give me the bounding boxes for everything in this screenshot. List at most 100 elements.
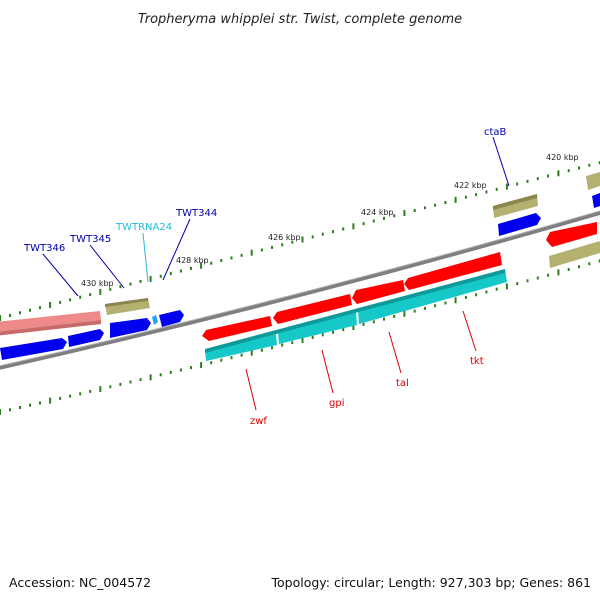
minor-tick — [69, 298, 72, 302]
major-tick — [301, 337, 304, 343]
leader-line — [321, 349, 334, 394]
cds-feature-cyan-3 — [358, 269, 507, 324]
cds-feature-cyan-2 — [278, 312, 357, 344]
minor-tick — [598, 259, 600, 263]
map-title: Tropheryma whipplei str. Twist, complete… — [138, 12, 462, 27]
minor-tick — [179, 368, 182, 372]
gene-labels: ctaB TWT344 TWTRNA24 TWT345 TWT346 tkt t… — [23, 127, 510, 427]
major-tick — [99, 288, 102, 295]
minor-tick — [413, 309, 416, 313]
gene-label-TWT344: TWT344 — [175, 208, 217, 219]
leader-line — [162, 218, 191, 281]
minor-tick — [372, 320, 375, 324]
cds-feature-cyan-1 — [205, 334, 277, 361]
tick-label: 426 kbp — [268, 233, 301, 242]
minor-tick — [230, 356, 233, 360]
minor-tick — [362, 222, 365, 226]
minor-tick — [485, 290, 488, 294]
cds-feature-blue-ctaB — [498, 213, 541, 236]
minor-tick — [119, 285, 122, 289]
minor-tick — [271, 346, 273, 350]
gene-label-TWT345: TWT345 — [69, 234, 111, 245]
leader-line — [42, 253, 79, 297]
cds-feature-red-tkt — [404, 252, 502, 290]
gene-label-tal: tal — [396, 378, 409, 389]
minor-tick — [588, 262, 591, 266]
leader-line — [462, 310, 477, 352]
minor-tick — [526, 279, 529, 283]
gene-label-TWT346: TWT346 — [23, 243, 65, 254]
minor-tick — [342, 227, 345, 231]
minor-tick — [69, 394, 72, 398]
minor-tick — [516, 282, 519, 286]
minor-tick — [240, 253, 243, 257]
minor-tick — [129, 282, 132, 286]
minor-tick — [39, 401, 41, 405]
minor-tick — [39, 306, 41, 310]
minor-tick — [567, 169, 570, 173]
minor-tick — [393, 314, 396, 318]
minor-tick — [311, 335, 314, 339]
leader-line — [245, 368, 257, 411]
major-tick — [352, 223, 355, 230]
minor-tick — [89, 293, 92, 297]
minor-tick — [260, 348, 263, 352]
major-tick — [99, 386, 102, 393]
minor-tick — [547, 273, 550, 277]
summary-text: Topology: circular; Length: 927,303 bp; … — [271, 575, 592, 590]
minor-tick — [190, 366, 192, 370]
minor-tick — [464, 195, 467, 199]
major-tick — [250, 349, 253, 356]
cds-feature-blue-3 — [110, 318, 151, 338]
minor-tick — [516, 182, 519, 186]
cds-feature-red-zwf — [202, 316, 272, 341]
cds-feature-red-tal — [352, 280, 405, 304]
minor-tick — [321, 333, 324, 337]
minor-tick — [79, 392, 82, 396]
gene-label-zwf: zwf — [250, 416, 267, 427]
cds-feature-khaki-3 — [549, 241, 600, 268]
minor-tick — [342, 328, 345, 332]
minor-tick — [383, 317, 385, 321]
minor-tick — [291, 341, 294, 345]
minor-tick — [464, 296, 467, 299]
minor-tick — [475, 293, 478, 297]
minor-tick — [29, 403, 31, 407]
major-tick — [0, 315, 1, 321]
kbp-labels: 420 kbp 422 kbp 424 kbp 426 kbp 428 kbp … — [81, 153, 579, 288]
trna-feature — [152, 315, 158, 325]
leader-line — [388, 331, 402, 374]
minor-tick — [281, 243, 284, 247]
major-tick — [557, 269, 560, 276]
minor-tick — [434, 304, 437, 308]
cds-feature-blue-2 — [68, 329, 104, 347]
minor-tick — [240, 353, 243, 357]
tick-label: 420 kbp — [546, 153, 579, 162]
gene-features — [0, 172, 600, 361]
minor-tick — [271, 245, 273, 249]
minor-tick — [332, 330, 334, 334]
minor-tick — [413, 209, 416, 212]
minor-tick — [547, 174, 550, 178]
tick-rows — [0, 161, 600, 415]
gene-label-ctaB: ctaB — [484, 127, 507, 138]
major-tick — [301, 236, 304, 243]
leader-line — [492, 136, 510, 187]
minor-tick — [230, 256, 233, 260]
minor-tick — [567, 268, 570, 271]
minor-tick — [383, 216, 385, 220]
minor-tick — [139, 378, 142, 382]
genome-backbone — [0, 210, 600, 370]
cds-feature-blue-4 — [159, 310, 184, 327]
minor-tick — [434, 203, 437, 207]
major-tick — [454, 196, 457, 203]
major-tick — [250, 249, 253, 256]
minor-tick — [129, 380, 132, 384]
major-tick — [454, 297, 457, 304]
leader-line — [142, 232, 149, 283]
minor-tick — [29, 308, 31, 312]
minor-tick — [372, 219, 375, 223]
cds-feature-blue-1 — [0, 338, 67, 360]
minor-tick — [291, 240, 294, 244]
gene-label-TWTRNA24: TWTRNA24 — [115, 222, 172, 233]
